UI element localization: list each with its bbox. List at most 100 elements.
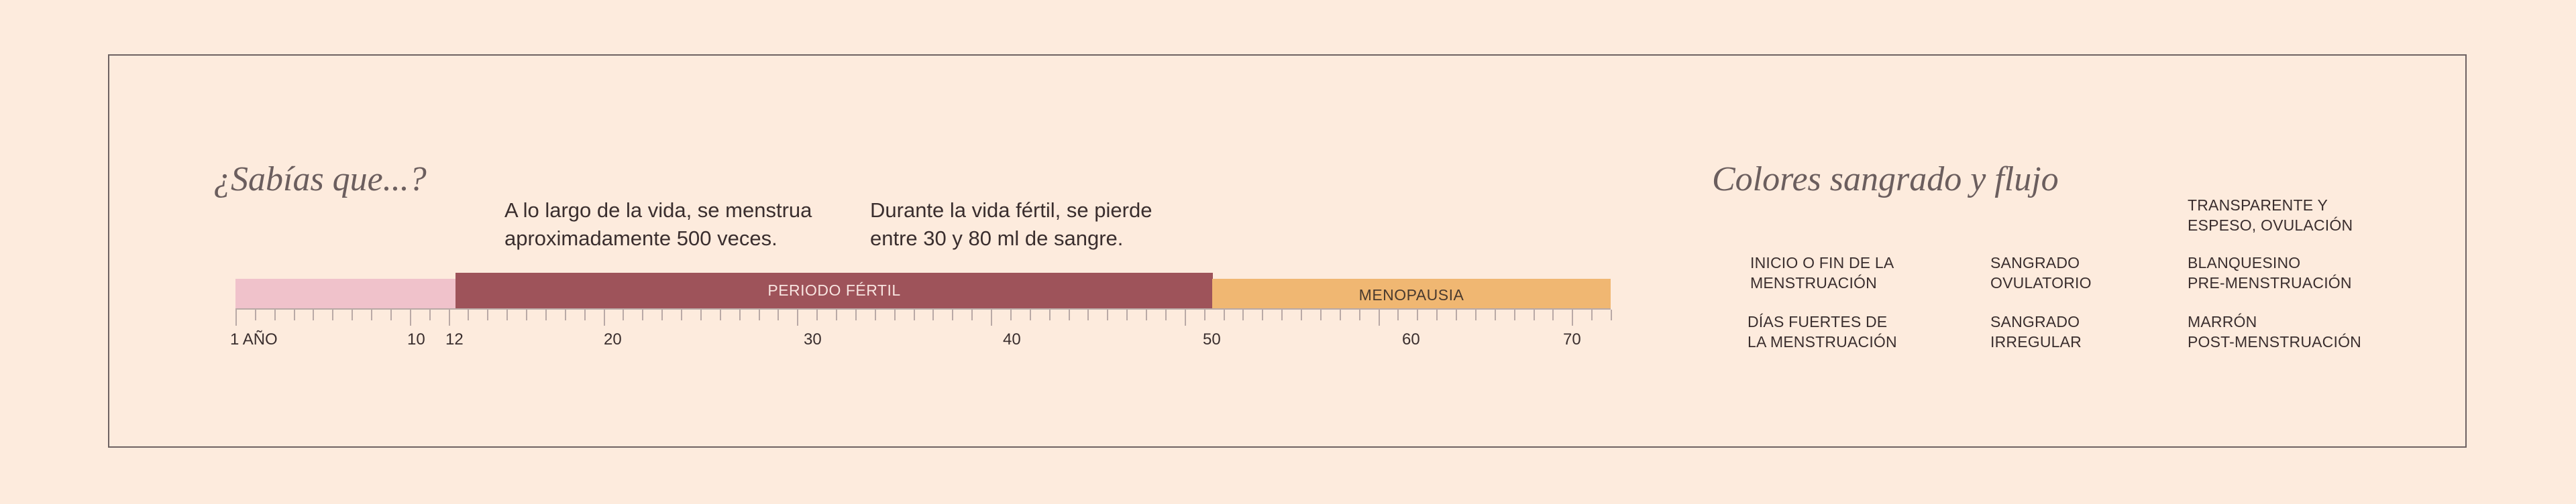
legend-item-brown: MARRÓN POST-MENSTRUACIÓN: [2188, 312, 2361, 352]
axis-tick: [894, 310, 896, 320]
axis-tick: [1203, 310, 1205, 320]
axis-tick: [352, 310, 354, 320]
axis-tick: [836, 310, 838, 320]
legend-line: OVULATORIO: [1990, 274, 2092, 292]
legend-item-transparent: TRANSPARENTE Y ESPESO, OVULACIÓN: [2188, 195, 2353, 235]
axis-tick: [1223, 310, 1225, 320]
tick-label-20: 20: [604, 330, 622, 349]
legend-line: TRANSPARENTE Y: [2188, 196, 2328, 214]
axis-tick: [293, 310, 295, 320]
axis-tick: [448, 310, 450, 326]
legend-line: DÍAS FUERTES DE: [1748, 313, 1888, 330]
axis-tick: [797, 310, 799, 326]
axis-tick: [1572, 310, 1574, 326]
axis-tick: [719, 310, 721, 320]
axis-tick: [681, 310, 683, 320]
axis-tick: [1320, 310, 1322, 320]
axis-tick: [603, 310, 605, 326]
legend-line: MARRÓN: [2188, 313, 2257, 330]
axis-tick: [371, 310, 373, 320]
axis-tick: [1010, 310, 1012, 320]
axis-tick: [932, 310, 934, 320]
axis-tick: [254, 310, 256, 320]
axis-tick: [332, 310, 334, 320]
fact-menstruation-count: A lo largo de la vida, se menstrua aprox…: [504, 196, 812, 253]
axis-tick: [1611, 310, 1612, 320]
axis-tick: [584, 310, 586, 320]
fact-line: entre 30 y 80 ml de sangre.: [870, 227, 1124, 250]
axis-tick: [468, 310, 470, 320]
fact-line: aproximadamente 500 veces.: [504, 227, 777, 250]
axis-tick: [874, 310, 876, 320]
axis-tick: [409, 310, 411, 326]
tick-label-70: 70: [1563, 330, 1581, 349]
axis-tick: [1533, 310, 1535, 320]
legend-item-irregular: SANGRADO IRREGULAR: [1990, 312, 2082, 352]
axis-tick: [971, 310, 973, 320]
axis-tick: [661, 310, 663, 320]
axis-tick: [816, 310, 818, 320]
axis-tick: [1165, 310, 1167, 320]
axis-tick: [1417, 310, 1419, 320]
axis-tick: [1146, 310, 1148, 320]
axis-tick: [777, 310, 780, 320]
legend-line: IRREGULAR: [1990, 333, 2082, 351]
timeline-bar-menopause: MENOPAUSIA: [1212, 279, 1611, 308]
legend-item-ovulatory: SANGRADO OVULATORIO: [1990, 253, 2092, 293]
fact-line: Durante la vida fértil, se pierde: [870, 198, 1152, 222]
legend-item-whitish: BLANQUESINO PRE-MENSTRUACIÓN: [2188, 253, 2352, 293]
axis-tick: [991, 310, 993, 326]
legend-item-start-end: INICIO O FIN DE LA MENSTRUACIÓN: [1750, 253, 1894, 293]
axis-tick: [623, 310, 625, 320]
axis-tick: [642, 310, 644, 320]
axis-tick: [1494, 310, 1496, 320]
axis-tick: [758, 310, 760, 320]
axis-tick: [313, 310, 315, 320]
legend-item-heavy-days: DÍAS FUERTES DE LA MENSTRUACIÓN: [1748, 312, 1897, 352]
bleeding-colors-title: Colores sangrado y flujo: [1712, 160, 2059, 198]
axis-tick: [739, 310, 741, 320]
axis-tick: [564, 310, 566, 320]
tick-label-10: 10: [407, 330, 425, 349]
axis-tick: [1029, 310, 1031, 320]
axis-tick: [700, 310, 702, 320]
axis-tick: [1126, 310, 1128, 320]
axis-tick: [506, 310, 508, 320]
axis-tick: [235, 310, 237, 326]
axis-tick: [545, 310, 547, 320]
tick-label-60: 60: [1402, 330, 1420, 349]
tick-label-12: 12: [445, 330, 464, 349]
axis-tick: [390, 310, 392, 320]
fertile-period-label: PERIODO FÉRTIL: [767, 281, 901, 299]
tick-label-1: 1 AÑO: [230, 330, 278, 349]
axis-tick: [913, 310, 915, 320]
axis-tick: [1397, 310, 1399, 320]
legend-line: MENSTRUACIÓN: [1750, 274, 1877, 292]
timeline-bar-childhood: [235, 279, 456, 308]
axis-tick: [1358, 310, 1360, 320]
timeline-bar-fertile-period: PERIODO FÉRTIL: [455, 273, 1213, 308]
axis-tick: [274, 310, 276, 320]
axis-tick: [526, 310, 528, 320]
tick-label-40: 40: [1003, 330, 1021, 349]
axis-tick: [1456, 310, 1457, 320]
did-you-know-title: ¿Sabías que...?: [213, 160, 427, 198]
axis-tick: [1049, 310, 1051, 320]
menopause-label: MENOPAUSIA: [1358, 286, 1464, 304]
axis-tick: [1281, 310, 1283, 320]
axis-tick: [1591, 310, 1593, 320]
axis-tick: [1339, 310, 1341, 320]
axis-tick: [1436, 310, 1438, 320]
legend-line: ESPESO, OVULACIÓN: [2188, 216, 2353, 234]
axis-tick: [429, 310, 431, 320]
axis-tick: [487, 310, 489, 320]
fact-line: A lo largo de la vida, se menstrua: [504, 198, 812, 222]
legend-line: PRE-MENSTRUACIÓN: [2188, 274, 2352, 292]
axis-tick: [1552, 310, 1554, 320]
legend-line: LA MENSTRUACIÓN: [1748, 333, 1897, 351]
tick-label-50: 50: [1203, 330, 1221, 349]
fact-blood-loss: Durante la vida fértil, se pierde entre …: [870, 196, 1152, 253]
legend-line: INICIO O FIN DE LA: [1750, 254, 1894, 271]
axis-tick: [1107, 310, 1109, 320]
legend-line: SANGRADO: [1990, 313, 2080, 330]
